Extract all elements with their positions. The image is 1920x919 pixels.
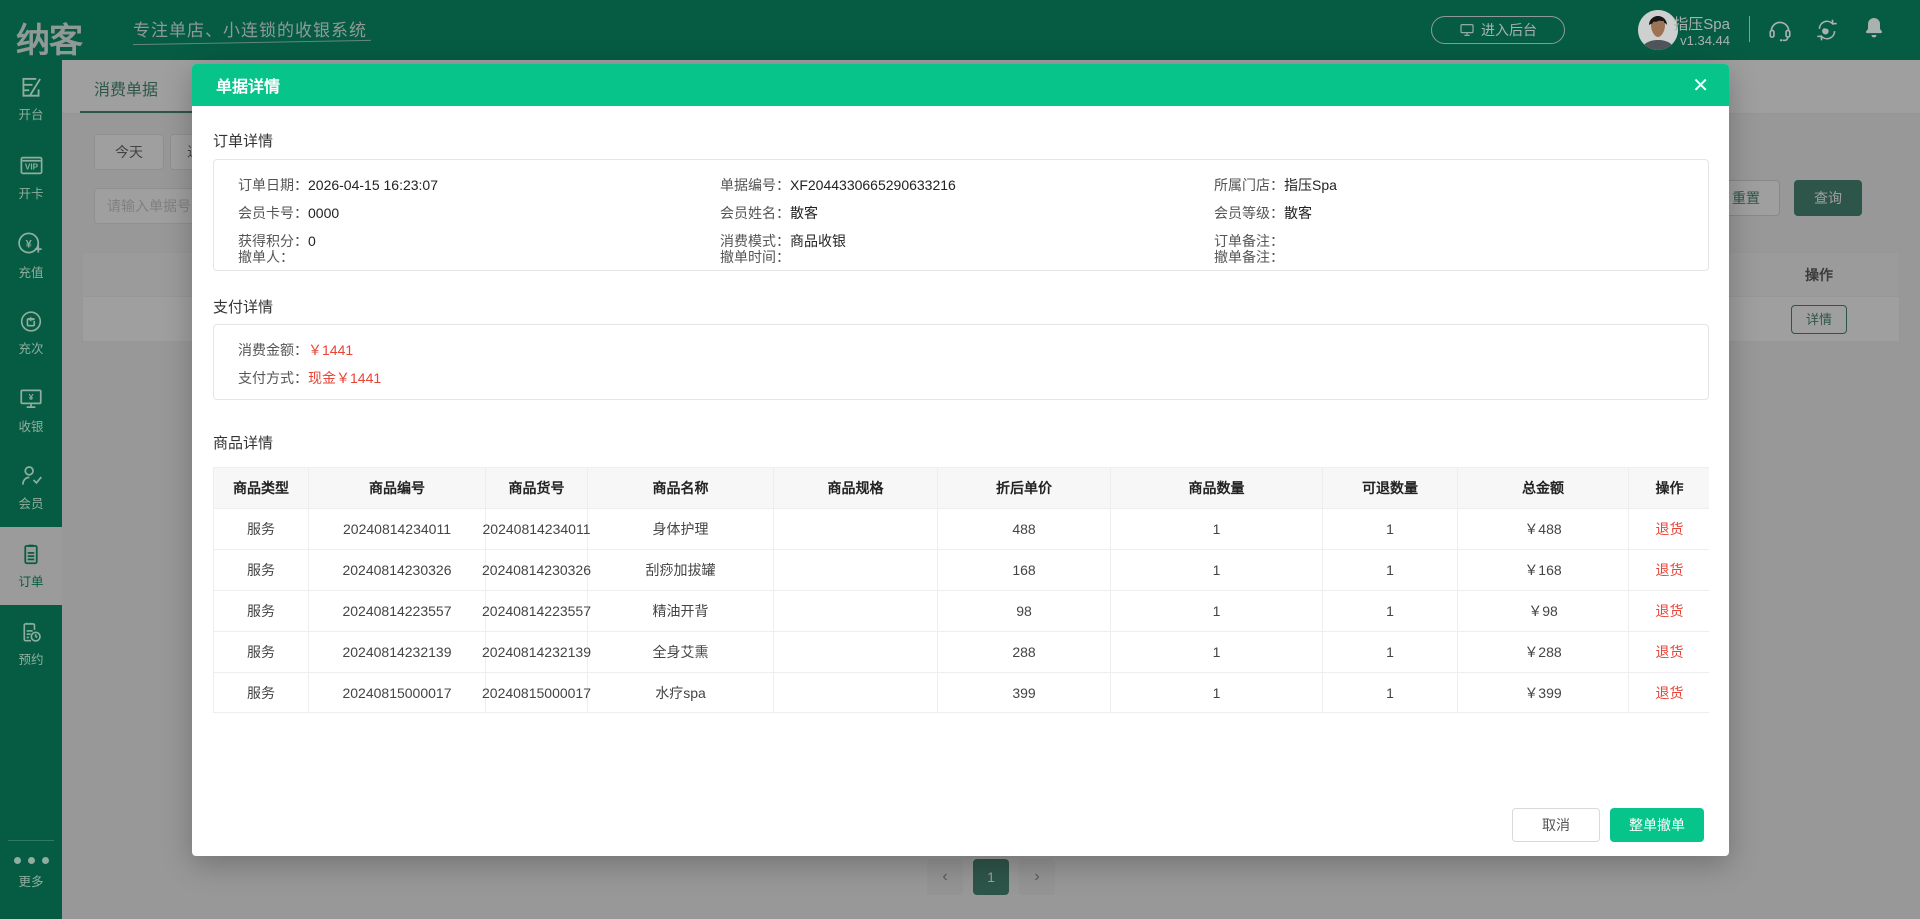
svg-text:¥: ¥: [29, 392, 34, 402]
svg-text:¥: ¥: [26, 239, 33, 251]
svg-text:VIP: VIP: [24, 162, 38, 171]
